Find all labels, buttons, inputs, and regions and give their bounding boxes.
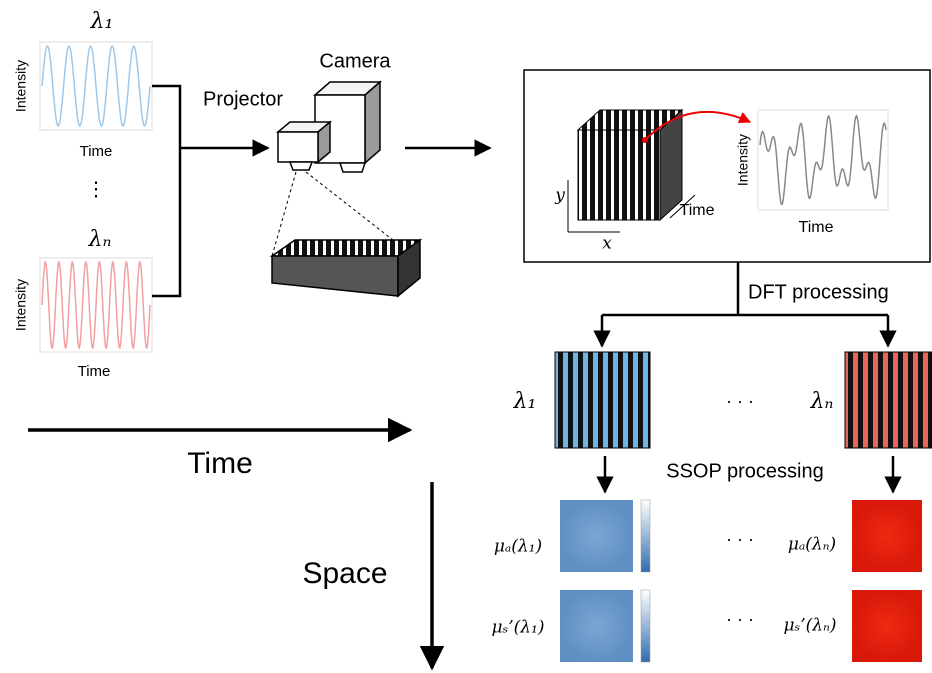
map-label: μₛ’(λₙ) <box>783 616 836 636</box>
dft-label: DFT processing <box>748 281 889 303</box>
x-label: Time <box>799 219 834 236</box>
ellipsis: · · · <box>726 609 754 629</box>
hardware <box>272 82 420 296</box>
source-panel-2: λₙ Intensity Time <box>13 227 152 380</box>
axis-label: Time <box>680 202 715 219</box>
stripe-image <box>555 352 650 448</box>
x-label: Time <box>80 143 113 160</box>
ellipsis: · · · <box>726 529 754 549</box>
figure: λ₁ Intensity Time ⋮ λₙ Intensity Time Ca… <box>0 0 932 673</box>
y-label: Intensity <box>13 60 29 112</box>
maps <box>560 500 922 662</box>
camera-label: Camera <box>319 50 391 72</box>
wavelength-label: λ₁ <box>90 9 114 34</box>
time-axis-label: Time <box>187 447 253 480</box>
map-label: μₐ(λ₁) <box>494 537 542 557</box>
source-panel-1: λ₁ Intensity Time <box>13 9 152 160</box>
projector-label: Projector <box>203 88 283 110</box>
ellipsis: · · · <box>726 391 754 411</box>
axis-label: y <box>554 186 565 206</box>
ssop-label: SSOP processing <box>666 460 824 482</box>
wavelength-label: λₙ <box>88 227 112 252</box>
map-label: μₐ(λₙ) <box>788 535 836 555</box>
ellipsis: ⋮ <box>86 178 106 200</box>
bracket <box>152 86 180 296</box>
y-label: Intensity <box>735 134 751 186</box>
x-label: Time <box>78 363 111 380</box>
y-label: Intensity <box>13 279 29 331</box>
map-label: μₛ’(λ₁) <box>491 618 544 638</box>
wavelength-label: λ₁ <box>513 389 537 414</box>
stripe-image <box>845 352 932 448</box>
wavelength-label: λₙ <box>810 389 834 414</box>
space-axis-label: Space <box>302 557 387 590</box>
axis-label: x <box>602 234 612 254</box>
